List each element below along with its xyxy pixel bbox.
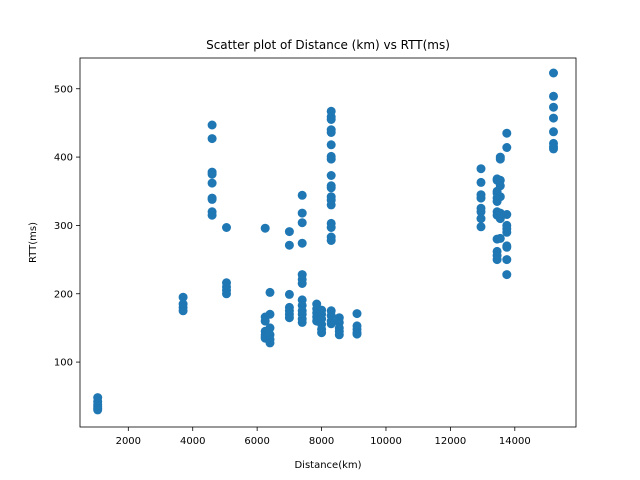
data-point: [495, 214, 505, 224]
data-point: [476, 207, 486, 217]
data-point: [334, 330, 344, 340]
data-point: [207, 120, 217, 130]
data-point: [222, 223, 231, 232]
data-point: [326, 171, 336, 180]
x-tick-label: 10000: [370, 436, 402, 447]
data-point: [207, 178, 217, 188]
data-point: [492, 255, 502, 265]
data-point: [326, 183, 336, 193]
data-point: [326, 154, 336, 164]
y-axis-ticks: 100 200 300 400 500: [54, 84, 80, 369]
x-tick-label: 6000: [244, 436, 269, 447]
data-point: [297, 218, 307, 228]
data-point: [476, 214, 486, 224]
data-point: [93, 405, 103, 415]
y-tick-label: 500: [54, 84, 73, 95]
data-point: [260, 223, 270, 233]
data-point: [495, 154, 505, 164]
data-point: [265, 338, 275, 348]
data-point: [297, 317, 307, 327]
x-tick-label: 4000: [180, 436, 205, 447]
data-point: [207, 194, 217, 204]
x-tick-label: 8000: [309, 436, 334, 447]
x-tick-label: 2000: [116, 436, 141, 447]
data-point: [326, 223, 336, 232]
data-point: [502, 270, 512, 280]
data-point: [297, 238, 307, 248]
data-point: [326, 128, 336, 137]
data-point: [502, 143, 512, 152]
chart-title: Scatter plot of Distance (km) vs RTT(ms): [206, 38, 450, 52]
data-point: [260, 316, 270, 326]
data-point: [549, 127, 558, 137]
data-point: [326, 115, 336, 124]
data-point: [549, 144, 558, 154]
data-point: [317, 328, 327, 338]
data-point: [178, 292, 188, 302]
data-point: [495, 233, 505, 243]
data-point: [495, 192, 505, 202]
y-axis-label: RTT(ms): [28, 222, 39, 263]
data-point: [549, 68, 558, 78]
data-point: [352, 309, 362, 319]
data-point: [265, 287, 275, 297]
plot-frame: [79, 57, 577, 428]
data-point: [502, 227, 512, 237]
x-axis-ticks: 2000 4000 6000 8000 10000 12000 14000: [116, 427, 531, 447]
data-point: [222, 289, 231, 299]
data-point: [502, 210, 512, 219]
y-tick-label: 400: [54, 153, 73, 164]
data-point: [207, 169, 217, 179]
data-point: [549, 102, 558, 112]
data-point: [326, 319, 336, 329]
x-tick-label: 12000: [434, 436, 466, 447]
data-point: [284, 240, 294, 250]
data-point: [502, 242, 512, 252]
y-tick-label: 100: [54, 358, 73, 369]
x-axis-label: Distance(km): [294, 460, 361, 471]
y-tick-label: 300: [54, 221, 73, 232]
y-tick-label: 200: [54, 289, 73, 300]
data-point: [476, 222, 486, 232]
data-point: [297, 190, 307, 200]
data-point: [326, 200, 336, 210]
data-point: [297, 208, 307, 218]
data-point: [265, 309, 275, 319]
points-layer: [93, 68, 558, 415]
data-point: [297, 279, 307, 288]
data-point: [549, 91, 558, 101]
data-point: [549, 113, 558, 123]
data-point: [265, 323, 275, 333]
data-point: [476, 164, 486, 174]
data-point: [326, 140, 336, 150]
x-tick-label: 14000: [499, 436, 531, 447]
data-point: [476, 193, 486, 203]
data-point: [284, 227, 294, 237]
data-point: [207, 134, 217, 144]
data-point: [326, 236, 336, 245]
data-point: [284, 313, 294, 323]
data-point: [502, 255, 512, 265]
data-point: [476, 177, 486, 187]
data-point: [495, 181, 505, 191]
data-point: [284, 289, 294, 299]
data-point: [178, 306, 188, 316]
data-point: [502, 128, 512, 138]
data-point: [352, 329, 362, 339]
data-point: [207, 210, 217, 220]
